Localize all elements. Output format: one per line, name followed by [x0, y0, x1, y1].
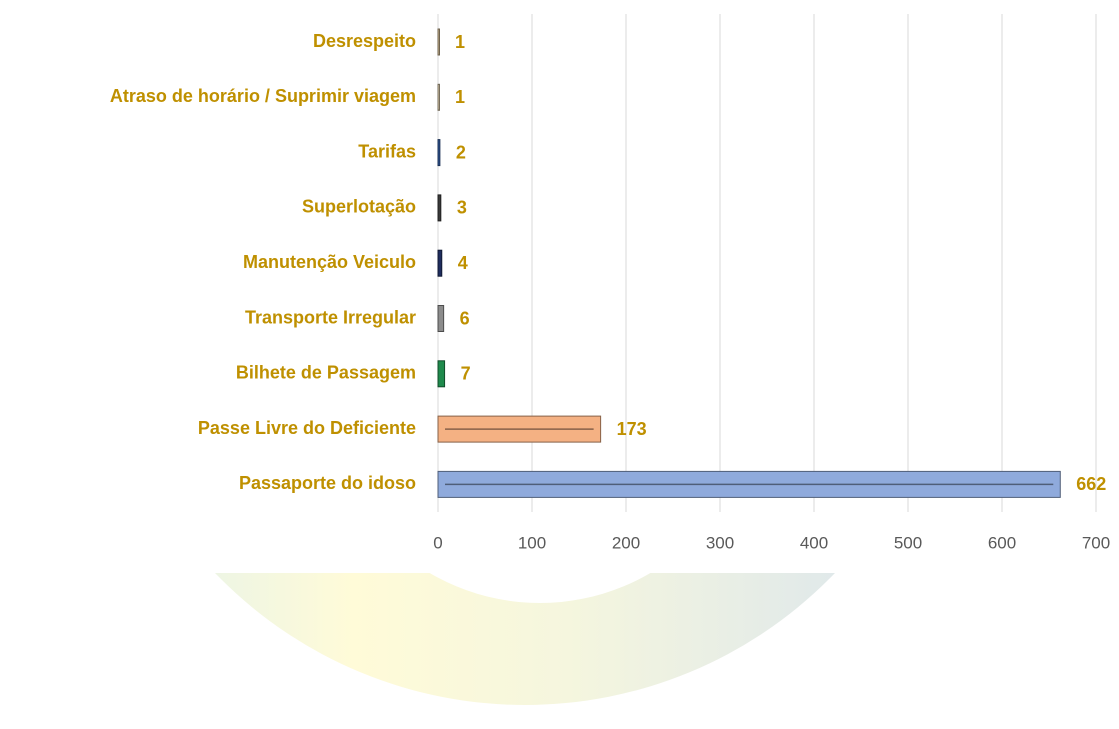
category-label: Bilhete de Passagem — [236, 363, 416, 383]
category-label: Desrespeito — [313, 31, 416, 51]
category-label: Tarifas — [358, 141, 416, 161]
bar — [437, 249, 443, 277]
value-label: 1 — [455, 32, 465, 52]
bar — [437, 28, 440, 56]
value-label: 6 — [460, 308, 470, 328]
x-tick-label: 0 — [433, 533, 442, 552]
bar — [437, 194, 442, 222]
x-tick-label: 600 — [988, 533, 1016, 552]
bar — [437, 305, 445, 332]
x-tick-label: 400 — [800, 533, 828, 552]
category-label: Manutenção Veiculo — [243, 252, 416, 272]
value-label: 2 — [456, 142, 466, 162]
x-tick-label: 100 — [518, 533, 546, 552]
category-label: Passaporte do idoso — [239, 473, 416, 493]
value-label: 1 — [455, 87, 465, 107]
bar — [437, 360, 446, 388]
x-tick-label: 500 — [894, 533, 922, 552]
value-label: 173 — [617, 419, 647, 439]
category-label: Passe Livre do Deficiente — [198, 418, 416, 438]
category-label: Superlotação — [302, 197, 416, 217]
bar — [437, 139, 441, 167]
x-tick-label: 700 — [1082, 533, 1110, 552]
value-label: 4 — [458, 253, 468, 273]
value-label: 662 — [1076, 474, 1106, 494]
x-tick-label: 300 — [706, 533, 734, 552]
category-label: Transporte Irregular — [245, 307, 416, 327]
category-label: Atraso de horário / Suprimir viagem — [110, 86, 416, 106]
bar — [437, 83, 440, 111]
x-tick-label: 200 — [612, 533, 640, 552]
value-label: 3 — [457, 198, 467, 218]
background-decoration — [215, 573, 835, 705]
value-label: 7 — [461, 364, 471, 384]
